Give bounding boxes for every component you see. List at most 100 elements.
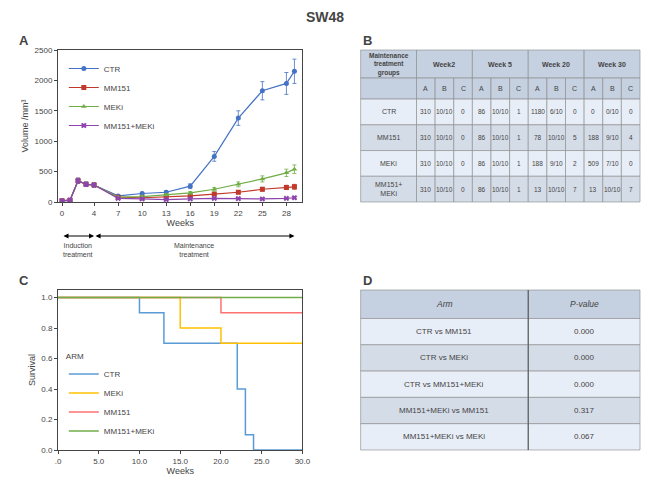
svg-text:28: 28 bbox=[282, 209, 291, 218]
svg-text:10/10: 10/10 bbox=[436, 134, 453, 141]
svg-text:25: 25 bbox=[258, 209, 267, 218]
svg-text:Arm: Arm bbox=[436, 299, 453, 309]
svg-text:0: 0 bbox=[48, 198, 53, 207]
svg-text:7: 7 bbox=[573, 186, 577, 193]
svg-text:0.000: 0.000 bbox=[574, 380, 595, 389]
svg-text:0: 0 bbox=[591, 108, 595, 115]
svg-text:10/10: 10/10 bbox=[436, 160, 453, 167]
svg-text:Weeks: Weeks bbox=[167, 466, 195, 476]
svg-text:ARM: ARM bbox=[66, 352, 84, 361]
svg-text:MEKi: MEKi bbox=[104, 103, 123, 112]
svg-text:0.317: 0.317 bbox=[574, 406, 595, 415]
svg-text:5.0: 5.0 bbox=[93, 457, 105, 466]
svg-text:0: 0 bbox=[573, 108, 577, 115]
svg-text:0.8: 0.8 bbox=[41, 324, 53, 333]
svg-text:10/10: 10/10 bbox=[492, 186, 509, 193]
svg-text:10/10: 10/10 bbox=[604, 186, 621, 193]
svg-text:13: 13 bbox=[534, 186, 542, 193]
svg-text:1000: 1000 bbox=[35, 137, 53, 146]
svg-text:0.067: 0.067 bbox=[574, 432, 595, 441]
svg-text:Week2: Week2 bbox=[433, 61, 455, 68]
svg-text:10/10: 10/10 bbox=[492, 108, 509, 115]
svg-text:0: 0 bbox=[461, 186, 465, 193]
svg-text:188: 188 bbox=[532, 160, 543, 167]
svg-text:Week 5: Week 5 bbox=[488, 61, 512, 68]
svg-text:P-value: P-value bbox=[570, 299, 599, 309]
svg-text:310: 310 bbox=[420, 160, 431, 167]
svg-text:B: B bbox=[498, 85, 503, 92]
svg-text:22: 22 bbox=[234, 209, 243, 218]
svg-text:10/10: 10/10 bbox=[492, 134, 509, 141]
svg-text:9/10: 9/10 bbox=[550, 160, 563, 167]
svg-text:86: 86 bbox=[478, 108, 486, 115]
svg-text:B: B bbox=[554, 85, 559, 92]
svg-text:B: B bbox=[363, 33, 372, 48]
svg-text:CTR: CTR bbox=[104, 65, 121, 74]
svg-text:Weeks: Weeks bbox=[167, 218, 195, 228]
svg-text:D: D bbox=[363, 273, 372, 288]
svg-text:310: 310 bbox=[420, 108, 431, 115]
svg-text:10/10: 10/10 bbox=[548, 186, 565, 193]
svg-text:310: 310 bbox=[420, 134, 431, 141]
svg-text:SW48: SW48 bbox=[306, 9, 344, 25]
svg-text:Inductiontreatment: Inductiontreatment bbox=[63, 242, 93, 258]
svg-text:1: 1 bbox=[517, 108, 521, 115]
svg-text:2500: 2500 bbox=[35, 46, 53, 55]
svg-text:MM151: MM151 bbox=[104, 84, 131, 93]
svg-text:1500: 1500 bbox=[35, 107, 53, 116]
svg-text:1180: 1180 bbox=[531, 108, 545, 115]
svg-text:CTR vs MEKi: CTR vs MEKi bbox=[420, 353, 468, 362]
svg-text:10/10: 10/10 bbox=[436, 186, 453, 193]
svg-text:0: 0 bbox=[461, 160, 465, 167]
svg-text:4: 4 bbox=[629, 134, 633, 141]
svg-text:Survival: Survival bbox=[27, 354, 37, 386]
svg-text:0: 0 bbox=[60, 209, 65, 218]
svg-text:0.2: 0.2 bbox=[41, 415, 53, 424]
svg-text:0/10: 0/10 bbox=[606, 108, 619, 115]
svg-text:509: 509 bbox=[588, 160, 599, 167]
svg-text:16: 16 bbox=[186, 209, 195, 218]
svg-text:1: 1 bbox=[517, 186, 521, 193]
svg-text:MM151+MEKi vs MEKi: MM151+MEKi vs MEKi bbox=[403, 432, 485, 441]
svg-text:MM151+MEKi vs MM151: MM151+MEKi vs MM151 bbox=[399, 406, 489, 415]
svg-text:9/10: 9/10 bbox=[606, 134, 619, 141]
svg-text:Week 20: Week 20 bbox=[542, 61, 570, 68]
svg-text:7: 7 bbox=[116, 209, 121, 218]
svg-text:13: 13 bbox=[589, 186, 597, 193]
svg-text:MM151+MEKi: MM151+MEKi bbox=[375, 181, 402, 197]
svg-text:25.0: 25.0 bbox=[254, 457, 270, 466]
svg-text:310: 310 bbox=[420, 186, 431, 193]
svg-text:B: B bbox=[610, 85, 615, 92]
svg-text:20.0: 20.0 bbox=[213, 457, 229, 466]
svg-text:19: 19 bbox=[210, 209, 219, 218]
svg-text:Volume /mm³: Volume /mm³ bbox=[20, 99, 30, 152]
svg-text:C: C bbox=[628, 85, 633, 92]
svg-text:Maintenancetreatmentgroups: Maintenancetreatmentgroups bbox=[369, 52, 409, 77]
svg-text:MM151: MM151 bbox=[377, 134, 400, 141]
svg-text:78: 78 bbox=[534, 134, 542, 141]
svg-text:10/10: 10/10 bbox=[436, 108, 453, 115]
svg-text:30.0: 30.0 bbox=[295, 457, 311, 466]
svg-text:13: 13 bbox=[162, 209, 171, 218]
svg-text:MEKi: MEKi bbox=[380, 160, 397, 167]
svg-text:Maintenancetreatment: Maintenancetreatment bbox=[174, 242, 214, 258]
svg-text:CTR: CTR bbox=[104, 370, 121, 379]
svg-text:MM151: MM151 bbox=[104, 408, 131, 417]
svg-text:188: 188 bbox=[588, 134, 599, 141]
svg-text:0.000: 0.000 bbox=[574, 353, 595, 362]
svg-text:4: 4 bbox=[92, 209, 97, 218]
svg-text:C: C bbox=[461, 85, 466, 92]
svg-text:A: A bbox=[479, 85, 484, 92]
svg-text:B: B bbox=[442, 85, 447, 92]
svg-text:10/10: 10/10 bbox=[548, 134, 565, 141]
svg-text:1: 1 bbox=[517, 134, 521, 141]
svg-text:10/10: 10/10 bbox=[492, 160, 509, 167]
svg-text:10: 10 bbox=[138, 209, 147, 218]
svg-text:CTR vs MM151+MEKi: CTR vs MM151+MEKi bbox=[404, 380, 484, 389]
svg-text:0.6: 0.6 bbox=[41, 354, 53, 363]
svg-text:1.0: 1.0 bbox=[41, 293, 53, 302]
svg-text:CTR: CTR bbox=[382, 108, 396, 115]
svg-text:A: A bbox=[423, 85, 428, 92]
svg-text:86: 86 bbox=[478, 186, 486, 193]
svg-text:.0: .0 bbox=[55, 457, 62, 466]
